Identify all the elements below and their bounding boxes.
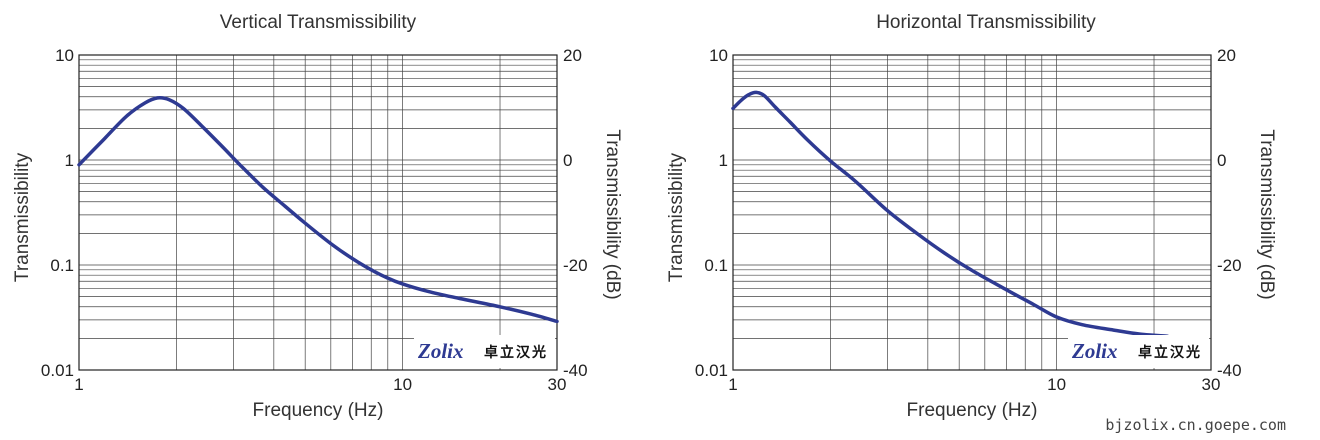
logo-zolix: Zolix (1071, 339, 1118, 363)
plot-frame (732, 54, 1212, 371)
y-axis-label: Transmissibility (12, 152, 33, 282)
x-tick-label: 1 (728, 375, 737, 394)
logo-background (1068, 335, 1209, 368)
logo-chinese-text: 卓立汉光 (484, 344, 548, 360)
y-tick-label: 1 (65, 151, 74, 170)
y2-axis-label: Transmissibility (dB) (602, 129, 623, 299)
x-tick-label: 10 (1047, 375, 1066, 394)
y2-tick-label: -40 (1217, 361, 1242, 380)
transmissibility-curve (731, 90, 1170, 338)
x-axis-label: Frequency (Hz) (253, 400, 384, 421)
logo-chinese-text: 卓立汉光 (1138, 344, 1202, 360)
x-tick-label: 1 (74, 375, 83, 394)
y2-tick-label: -20 (1217, 256, 1242, 275)
y-tick-label: 0.1 (704, 256, 728, 275)
watermark-text: bjzolix.cn.goepe.com (1105, 416, 1286, 434)
x-tick-label: 30 (1202, 375, 1221, 394)
y-tick-label: 10 (709, 46, 728, 65)
y-tick-label: 0.01 (695, 361, 728, 380)
y2-tick-label: -20 (563, 256, 588, 275)
y-tick-label: 1 (719, 151, 728, 170)
x-tick-label: 30 (548, 375, 567, 394)
y-axis-label: Transmissibility (666, 152, 687, 282)
plot-frame (78, 54, 558, 371)
y2-tick-label: 20 (563, 46, 582, 65)
logo-zolix: Zolix (417, 339, 464, 363)
y2-tick-label: 20 (1217, 46, 1236, 65)
chart-panel-2: Horizontal Transmissibility0.010.1110-40… (666, 12, 1277, 421)
y2-tick-label: 0 (1217, 151, 1226, 170)
y2-tick-label: 0 (563, 151, 572, 170)
logo-background (414, 335, 555, 368)
transmissibility-curve (77, 95, 559, 324)
y-tick-label: 0.01 (41, 361, 74, 380)
y-tick-label: 10 (55, 46, 74, 65)
x-axis-label: Frequency (Hz) (907, 400, 1038, 421)
y2-tick-label: -40 (563, 361, 588, 380)
chart-title: Horizontal Transmissibility (876, 12, 1096, 33)
chart-panel-1: Vertical Transmissibility0.010.1110-40-2… (12, 12, 623, 421)
x-tick-label: 10 (393, 375, 412, 394)
y2-axis-label: Transmissibility (dB) (1256, 129, 1277, 299)
chart-title: Vertical Transmissibility (220, 12, 417, 33)
y-tick-label: 0.1 (50, 256, 74, 275)
